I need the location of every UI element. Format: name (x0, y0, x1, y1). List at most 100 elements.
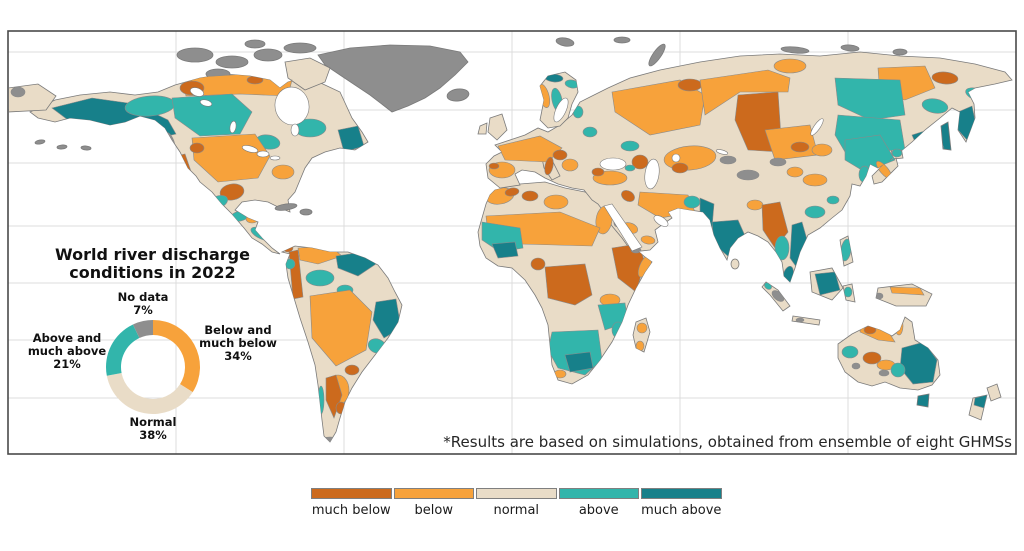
map-region-ne-india-orange (746, 199, 764, 211)
donut-chart (106, 320, 200, 414)
legend-label-much_below: much below (311, 503, 391, 518)
inset-title-line2: conditions in 2022 (69, 263, 236, 282)
map-region-china-nw-orange (786, 166, 804, 178)
map-region-baikal-south (790, 141, 810, 153)
map-region-pechora (677, 78, 703, 92)
water-body (671, 153, 681, 163)
map-region-anatolia-dark (591, 167, 605, 177)
map-region-ireland (477, 122, 488, 135)
map-region-franz-josef (613, 36, 631, 44)
map-region-pakistan-teal (683, 195, 701, 209)
map-region-arctic-2 (215, 55, 249, 69)
water-body (189, 87, 205, 97)
legend-item-above: above (558, 488, 639, 518)
donut-label-below: Below and much below 34% (199, 323, 277, 363)
map-region-volga-lower (631, 154, 649, 170)
water-body (229, 120, 237, 134)
map-footnote: *Results are based on simulations, obtai… (443, 433, 1012, 451)
map-region-transbaikal (811, 143, 833, 157)
map-region-australia-west (841, 345, 859, 359)
legend-item-much_above: much above (641, 488, 722, 518)
map-region-us-southeast (271, 164, 295, 180)
map-region-danube (552, 149, 568, 161)
map-region-arctic-5 (244, 39, 266, 49)
legend-label-below: below (414, 503, 453, 518)
map-region-cuba (274, 203, 298, 211)
map-region-arctic-4 (283, 42, 317, 54)
map-region-chukotka-dark (931, 71, 959, 85)
map-region-orange-river (564, 351, 594, 373)
map-region-chukotka-edge-gray (10, 86, 26, 98)
map-region-borneo-dark (814, 271, 841, 296)
map-frame (7, 30, 1017, 455)
map-region-taymyr-orange (773, 58, 807, 74)
donut-label-above: Above and much above 21% (27, 331, 107, 371)
map-region-brazil-central (309, 289, 373, 367)
legend-item-normal: normal (476, 488, 557, 518)
donut-label-no-data: No data 7% (117, 290, 169, 317)
map-region-libya (543, 194, 569, 210)
legend-label-normal: normal (493, 503, 540, 518)
map-region-papua-north (889, 286, 925, 296)
water-body (810, 118, 824, 136)
map-region-tasmania (916, 393, 930, 408)
inset-title-line1: World river discharge (55, 245, 250, 264)
legend-label-above: above (578, 503, 619, 518)
map-region-arctic-3 (253, 48, 283, 62)
map-region-aleutian-1 (34, 139, 46, 145)
map-region-south-china (804, 205, 826, 219)
map-region-australia-gray-2 (851, 362, 861, 370)
map-region-tarim-gray (719, 155, 737, 165)
water-body (256, 150, 270, 158)
map-region-aleutian-3 (80, 145, 92, 151)
water-body (644, 158, 660, 190)
water-body (290, 123, 300, 137)
map-region-italy-basin (544, 156, 554, 176)
map-region-mexico-north (219, 183, 245, 201)
map-region-china-coast-teal (826, 195, 840, 205)
map-region-congo (544, 263, 593, 306)
map-region-yellow-river (802, 173, 828, 187)
water-body (553, 97, 569, 123)
water-body (653, 215, 669, 227)
map-region-java-gray (795, 317, 805, 323)
legend-item-below: below (393, 488, 474, 518)
map-region-new-siberian-1 (840, 44, 860, 52)
map-region-australia-gray-1 (878, 369, 890, 377)
map-region-tibet-gray (736, 169, 760, 181)
map-region-mesopotamia (621, 190, 635, 202)
donut-segment-below (153, 320, 200, 393)
donut-segment-no_data (132, 320, 153, 339)
legend-item-much_below: much below (311, 488, 392, 518)
map-region-amazon-upper (305, 269, 335, 287)
map-region-atlas (504, 187, 520, 197)
map-region-thailand (774, 235, 790, 261)
map-region-uruguay (344, 364, 360, 376)
map-region-sulawesi-teal (843, 286, 853, 298)
map-region-caucasus (624, 164, 636, 172)
map-region-russia-west (611, 79, 706, 136)
map-region-mongolia-gray (769, 157, 787, 167)
map-region-hokkaido-basin (891, 148, 903, 158)
map-region-algeria (521, 190, 539, 202)
map-region-arctic-1 (176, 47, 214, 63)
legend-swatch-below (393, 488, 474, 499)
water-body (241, 145, 259, 153)
map-region-us-nw (189, 142, 205, 154)
map-region-iceland (446, 88, 470, 102)
water-body (715, 149, 729, 155)
donut-label-normal: Normal 38% (129, 415, 177, 442)
donut-segment-normal (106, 372, 193, 414)
inset-title: World river discharge conditions in 2022 (45, 246, 260, 282)
water-body (199, 99, 213, 107)
map-region-dnieper (620, 140, 640, 152)
map-region-altai-south (764, 124, 819, 161)
map-region-balkans (561, 158, 579, 172)
map-region-cameroon (530, 257, 546, 271)
map-region-magadan (921, 98, 949, 114)
donut-segment-above (106, 324, 140, 376)
map-region-aral-basin (671, 162, 689, 174)
map-region-new-siberian-2 (892, 48, 908, 56)
